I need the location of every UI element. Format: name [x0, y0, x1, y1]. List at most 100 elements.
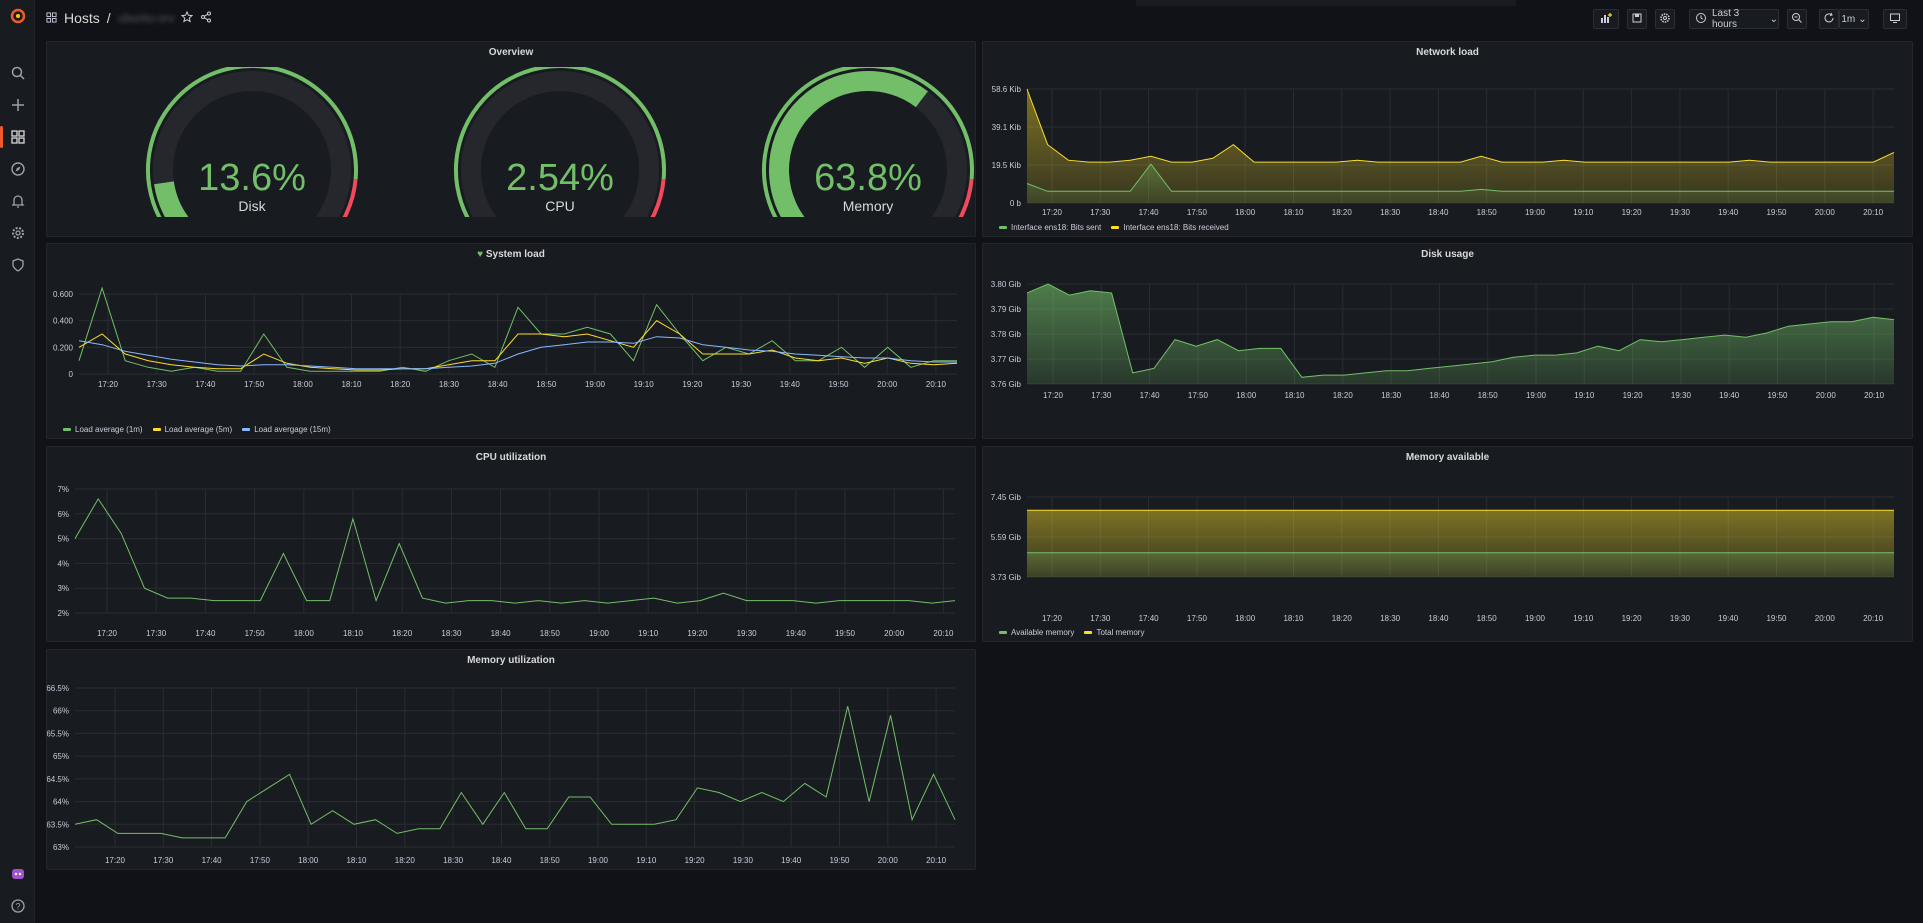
system-load-chart: 0.600 0.400 0.200 0 17:20 17:30 17:40 17:50 18:0…: [53, 286, 958, 389]
x-tick-label: 20:10: [1864, 391, 1885, 400]
legend-item[interactable]: Interface ens18: Bits received: [1111, 223, 1229, 232]
x-tick-label: 19:00: [1525, 614, 1546, 623]
shield-icon[interactable]: [8, 255, 28, 275]
x-tick-label: 19:30: [731, 380, 752, 389]
x-tick-label: 18:30: [1380, 208, 1401, 217]
x-tick-label: 17:50: [244, 380, 265, 389]
refresh-interval-picker[interactable]: 1m ⌄: [1839, 9, 1869, 29]
tv-icon: [1889, 12, 1901, 27]
x-tick-label: 17:40: [195, 629, 216, 638]
breadcrumb-section[interactable]: Hosts: [64, 10, 100, 26]
settings-button[interactable]: [1655, 9, 1675, 29]
search-icon[interactable]: [8, 63, 28, 83]
settings-icon[interactable]: [8, 223, 28, 243]
x-tick-label: 18:50: [540, 856, 561, 865]
x-tick-label: 17:40: [1140, 391, 1161, 400]
legend-label: Load average (1m): [75, 425, 143, 434]
y-tick-label: 19.5 Kib: [992, 161, 1022, 170]
y-tick-label: 3.78 Gib: [991, 330, 1022, 339]
legend-item[interactable]: Total memory: [1084, 628, 1144, 637]
y-tick-label: 2%: [57, 609, 69, 618]
legend-item[interactable]: Load avergage (15m): [242, 425, 331, 434]
gauge-value: 13.6%: [198, 157, 306, 199]
legend-item[interactable]: Load average (5m): [152, 425, 232, 434]
help-icon[interactable]: ?: [8, 896, 28, 916]
chart-legend: Available memory Total memory: [999, 628, 1144, 637]
avatar-icon[interactable]: [8, 864, 28, 884]
panel-title: Memory available: [1405, 452, 1490, 463]
save-button[interactable]: [1627, 9, 1647, 29]
legend-label: Interface ens18: Bits received: [1123, 223, 1229, 232]
dashboards-icon[interactable]: [8, 127, 28, 147]
system-load-panel: ♥ System load 0.600 0.400 0.200 0 17:20 17:30…: [46, 243, 976, 439]
memory-available-panel: Memory available 7.45 Gib 5.59 Gib 3.73 Gi…: [982, 446, 1913, 642]
y-tick-label: 3%: [57, 584, 69, 593]
series-line: [78, 320, 958, 371]
x-tick-label: 17:20: [1042, 614, 1063, 623]
legend-item[interactable]: Available memory: [999, 628, 1074, 637]
tv-mode-button[interactable]: [1883, 9, 1907, 29]
x-tick-label: 19:40: [786, 629, 807, 638]
plus-icon[interactable]: [8, 95, 28, 115]
y-tick-label: 3.73 Gib: [991, 573, 1022, 582]
y-tick-label: 65.5%: [47, 729, 69, 738]
x-tick-label: 17:20: [105, 856, 126, 865]
x-tick-label: 20:10: [1863, 208, 1884, 217]
sidebar: ?: [0, 0, 35, 923]
x-tick-label: 18:00: [298, 856, 319, 865]
share-icon[interactable]: [200, 10, 212, 26]
chevron-down-icon: ⌄: [1858, 13, 1867, 25]
x-tick-label: 18:50: [1477, 208, 1498, 217]
y-tick-label: 3.80 Gib: [991, 280, 1022, 289]
gauge-track: [461, 71, 659, 240]
chevron-down-icon: ⌄: [1769, 13, 1778, 25]
zoom-out-button[interactable]: [1787, 9, 1807, 29]
refresh-button[interactable]: [1819, 9, 1839, 29]
gear-icon: [1659, 12, 1671, 27]
x-tick-label: 20:00: [1816, 391, 1837, 400]
series-line: [1026, 88, 1895, 163]
time-range-label: Last 3 hours: [1712, 8, 1740, 30]
x-tick-label: 19:50: [1766, 208, 1787, 217]
x-tick-label: 17:50: [1187, 208, 1208, 217]
x-tick-label: 19:30: [1670, 208, 1691, 217]
x-tick-label: 17:30: [147, 380, 168, 389]
x-tick-label: 19:30: [733, 856, 754, 865]
explore-icon[interactable]: [8, 159, 28, 179]
y-tick-label: 63.5%: [47, 820, 69, 829]
legend-item[interactable]: Interface ens18: Bits sent: [999, 223, 1101, 232]
series-area: [1027, 89, 1894, 203]
x-tick-label: 18:30: [1380, 614, 1401, 623]
y-tick-label: 39.1 Kib: [992, 123, 1022, 132]
x-tick-label: 18:40: [1429, 391, 1450, 400]
star-icon[interactable]: [181, 10, 194, 26]
panel-title: CPU utilization: [475, 452, 547, 463]
grafana-logo-icon[interactable]: [8, 6, 28, 26]
y-tick-label: 66%: [53, 707, 69, 716]
alerting-icon[interactable]: [8, 191, 28, 211]
time-range-picker[interactable]: Last 3 hours ⌄: [1689, 8, 1779, 30]
gauge-value: 2.54%: [506, 157, 614, 199]
x-tick-label: 18:40: [1428, 614, 1449, 623]
x-tick-label: 18:20: [390, 380, 411, 389]
y-tick-label: 7.45 Gib: [991, 493, 1022, 502]
breadcrumb-separator: /: [106, 10, 111, 26]
x-tick-label: 19:40: [1718, 614, 1739, 623]
x-tick-label: 19:50: [828, 380, 849, 389]
x-tick-label: 18:30: [439, 380, 460, 389]
add-panel-button[interactable]: [1593, 9, 1619, 29]
refresh-interval-label: 1m: [1841, 13, 1856, 25]
x-tick-label: 19:40: [781, 856, 802, 865]
x-tick-label: 19:40: [1719, 391, 1740, 400]
legend-item[interactable]: Load average (1m): [63, 425, 143, 434]
active-indicator: [0, 126, 3, 148]
y-tick-label: 5%: [57, 535, 69, 544]
x-tick-label: 20:00: [884, 629, 905, 638]
breadcrumb-dashboard[interactable]: ubuntu-srv: [117, 11, 175, 25]
x-tick-label: 18:50: [540, 629, 561, 638]
x-tick-label: 18:40: [491, 629, 512, 638]
y-tick-label: 4%: [57, 559, 69, 568]
x-tick-label: 17:40: [195, 380, 216, 389]
x-tick-label: 18:40: [491, 856, 512, 865]
x-tick-label: 17:50: [1187, 614, 1208, 623]
